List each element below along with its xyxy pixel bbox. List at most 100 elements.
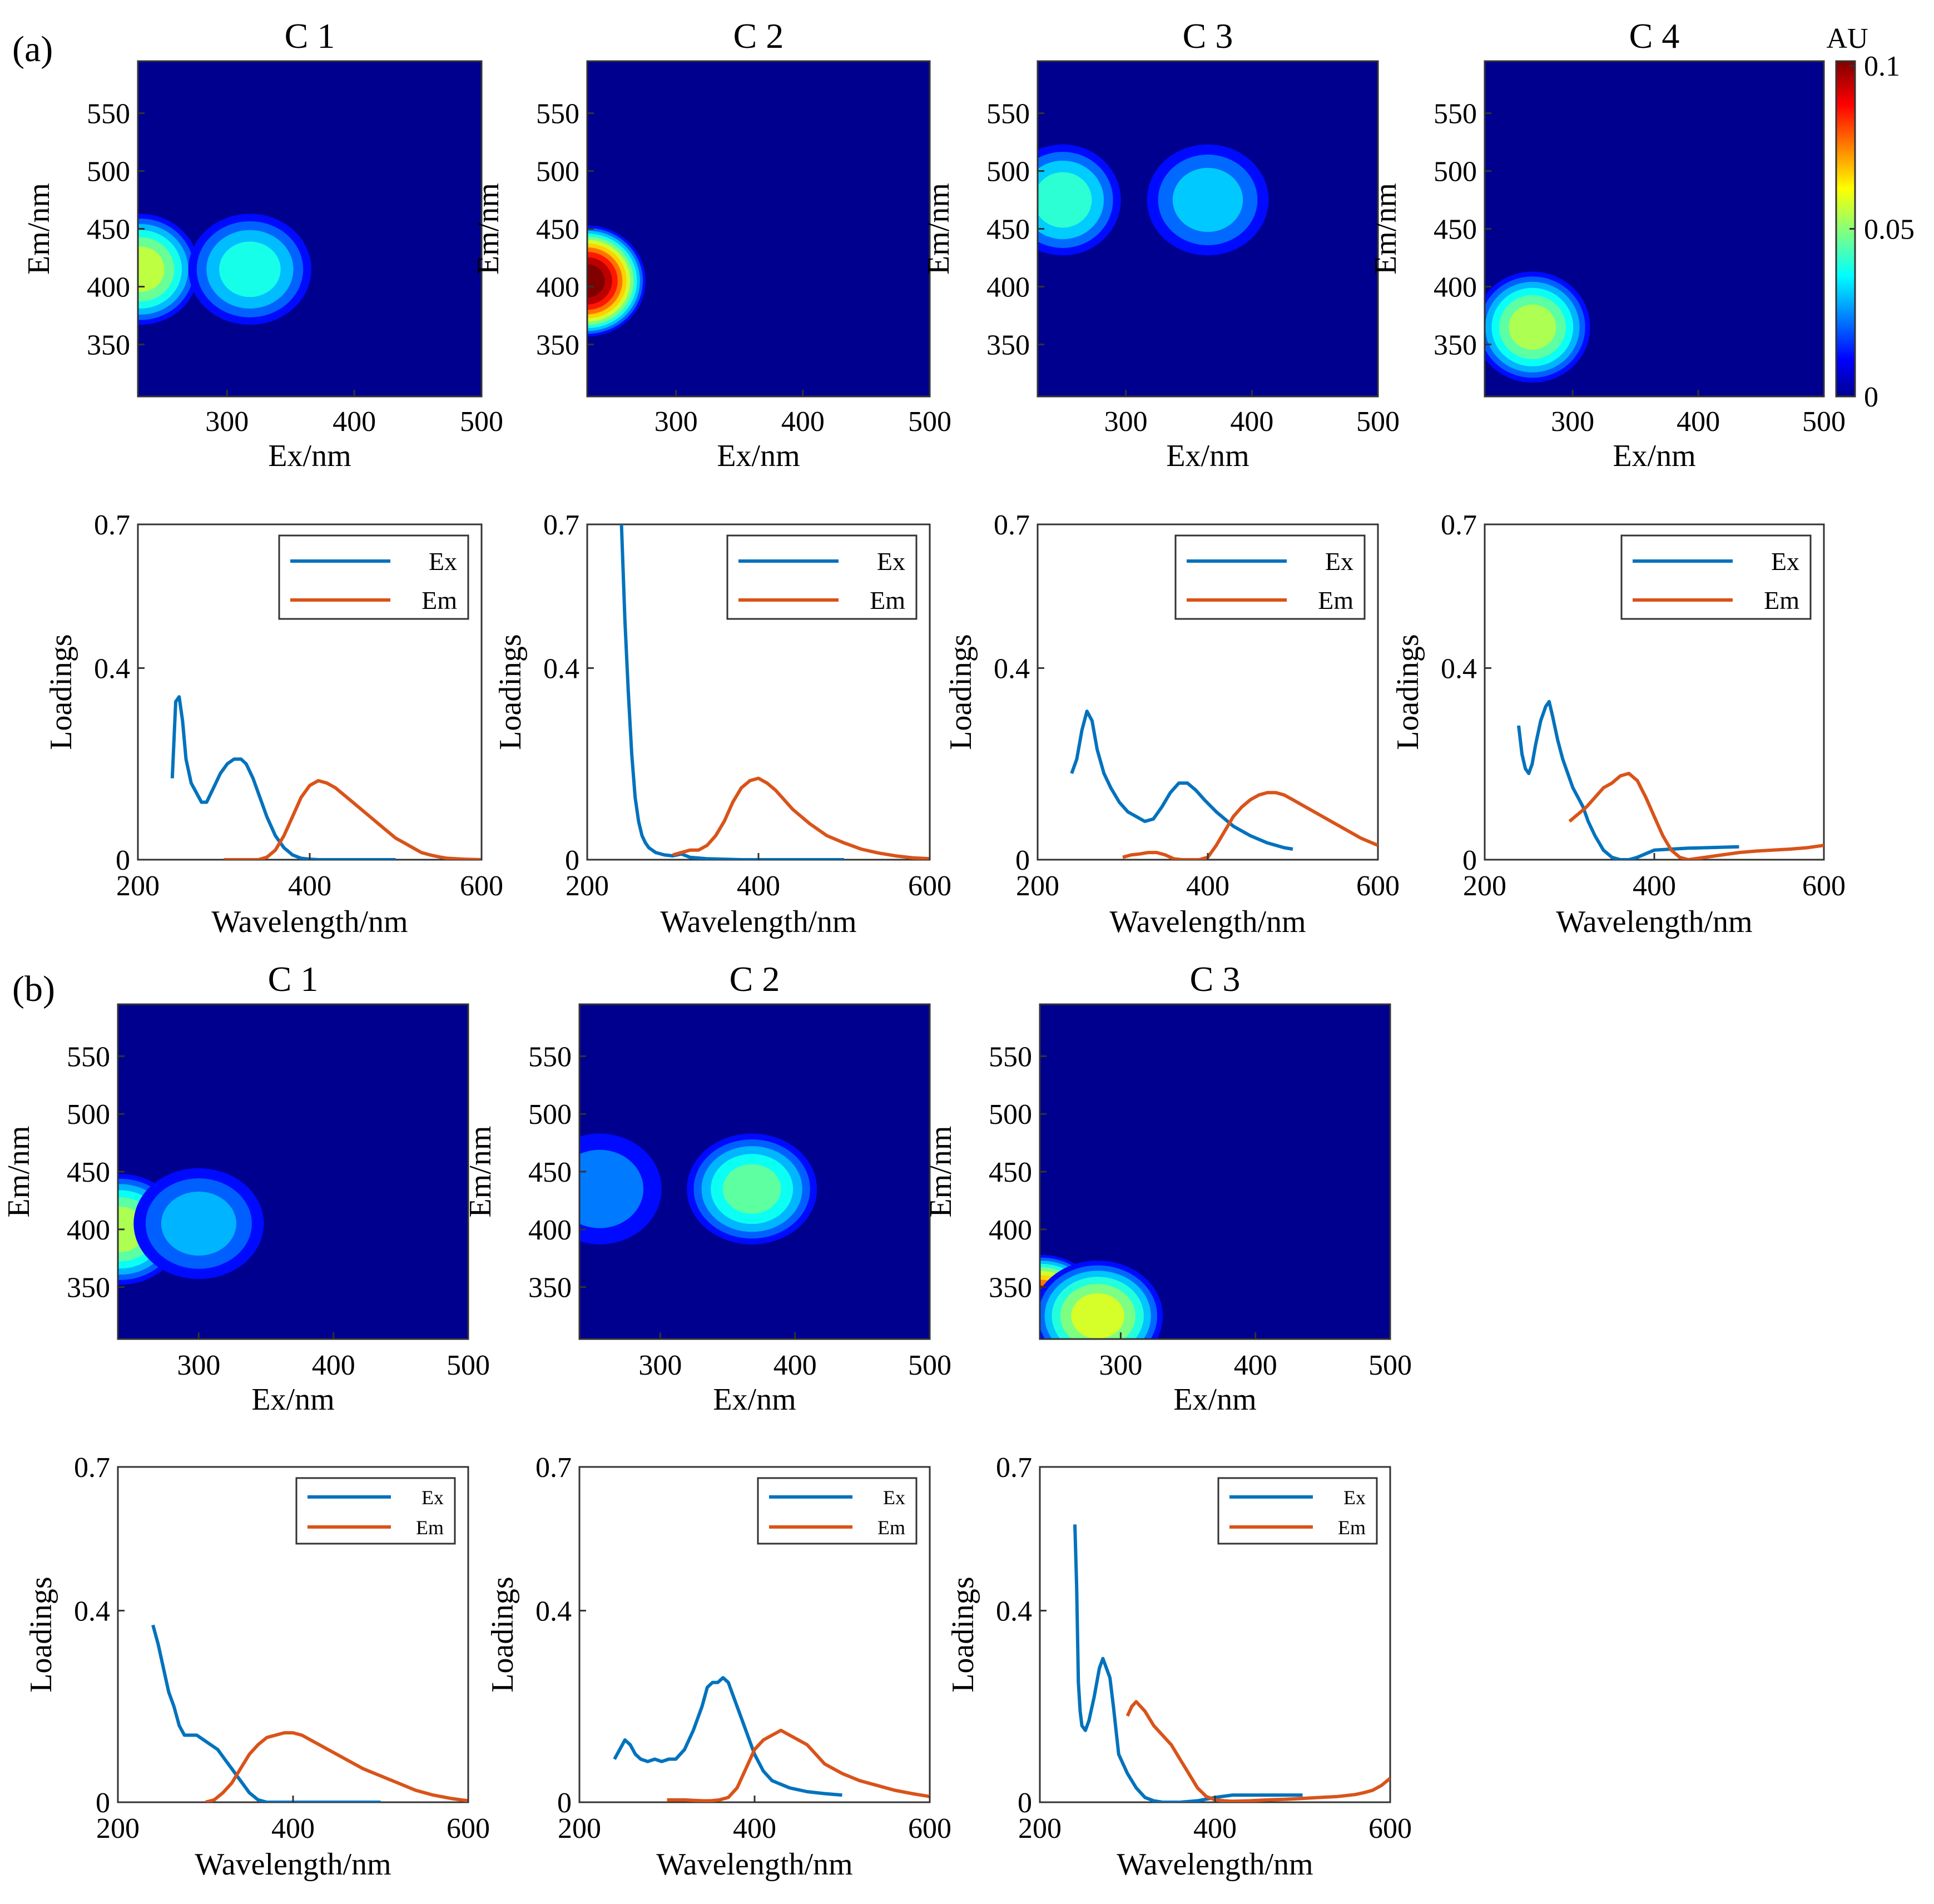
- series-line-em: [672, 776, 930, 860]
- y-tick-label: 350: [1434, 329, 1477, 361]
- x-tick-label: 500: [1368, 1350, 1412, 1381]
- y-tick-label: 550: [528, 1041, 572, 1073]
- y-tick-label: 450: [1434, 214, 1477, 246]
- y-axis-label: Loadings: [44, 634, 78, 750]
- x-tick-label: 500: [460, 406, 503, 438]
- x-tick-label: 400: [737, 870, 780, 902]
- y-tick-label: 0.7: [543, 509, 579, 541]
- x-axis-label: Wavelength/nm: [1117, 1847, 1313, 1882]
- chart-title: C 3: [1190, 959, 1241, 999]
- legend: Ex Em: [1174, 534, 1366, 620]
- y-axis-label: Em/nm: [471, 183, 505, 275]
- y-tick-label: 0.7: [996, 1452, 1032, 1484]
- x-tick-label: 600: [1356, 870, 1400, 902]
- chart-title: C 2: [730, 959, 780, 999]
- legend: Ex Em: [295, 1477, 456, 1545]
- series-line-ex: [1070, 710, 1293, 851]
- contour-level: [1071, 1293, 1124, 1339]
- x-tick-label: 300: [654, 406, 698, 438]
- legend-label-ex: Ex: [1325, 547, 1353, 576]
- x-tick-label: 300: [177, 1350, 220, 1381]
- x-tick-label: 400: [271, 1813, 315, 1844]
- legend-box: [1174, 534, 1366, 620]
- contour-level: [161, 1191, 236, 1256]
- chart-title: C 4: [1629, 16, 1680, 56]
- y-axis-label: Loadings: [944, 634, 978, 750]
- x-tick-label: 200: [116, 870, 160, 902]
- x-tick-label: 400: [1677, 406, 1720, 438]
- legend-label-ex: Ex: [1343, 1486, 1366, 1509]
- x-tick-label: 400: [1633, 870, 1676, 902]
- x-tick-label: 400: [1186, 870, 1229, 902]
- heatmap-background: [587, 61, 930, 396]
- y-tick-label: 0.4: [996, 1595, 1032, 1627]
- legend-label-em: Em: [870, 586, 905, 614]
- x-tick-label: 500: [1802, 406, 1846, 438]
- b-c1-map-plot: C 1 350 400 450 500 550 300 400 500 Ex/nm Em/nm: [2, 959, 490, 1417]
- x-axis-label: Ex/nm: [713, 1382, 796, 1417]
- legend: Ex Em: [1217, 1477, 1378, 1545]
- y-axis-label: Em/nm: [2, 1126, 36, 1218]
- y-tick-label: 0.4: [1441, 653, 1477, 685]
- colorbar-tick-label: 0: [1864, 381, 1878, 413]
- panel-label: (a): [12, 29, 53, 70]
- y-axis-label: Loadings: [1391, 634, 1425, 750]
- y-tick-label: 400: [528, 1214, 572, 1246]
- legend-label-em: Em: [1764, 586, 1799, 614]
- series-line-em: [205, 1731, 468, 1802]
- y-tick-label: 0: [1015, 845, 1030, 876]
- y-tick-label: 450: [536, 214, 579, 246]
- y-tick-label: 400: [989, 1214, 1032, 1246]
- x-tick-label: 600: [1802, 870, 1846, 902]
- x-axis-label: Ex/nm: [1613, 439, 1695, 473]
- x-tick-label: 400: [781, 406, 825, 438]
- contour-level: [219, 241, 281, 298]
- contour-level: [1509, 304, 1556, 350]
- chart-title: C 1: [268, 959, 319, 999]
- series-line-em: [1568, 771, 1824, 860]
- legend-label-em: Em: [416, 1516, 444, 1539]
- y-tick-label: 550: [536, 98, 579, 130]
- y-tick-label: 500: [87, 156, 130, 188]
- series-line-ex: [613, 1676, 842, 1797]
- y-axis-label: Loadings: [493, 634, 528, 750]
- y-tick-label: 0.7: [1441, 509, 1477, 541]
- y-tick-label: 450: [528, 1157, 572, 1188]
- b-c3-map-plot: C 3 350 400 450 500 550 300 400 500 Ex/nm Em/nm: [924, 959, 1412, 1417]
- y-tick-label: 550: [1434, 98, 1477, 130]
- series-line-ex: [170, 695, 396, 860]
- y-tick-label: 550: [989, 1041, 1032, 1073]
- y-tick-label: 500: [528, 1099, 572, 1130]
- series-line-em: [667, 1728, 930, 1802]
- x-tick-label: 500: [447, 1350, 490, 1381]
- colorbar-tick-label: 0.1: [1864, 51, 1900, 82]
- x-tick-label: 500: [908, 1350, 951, 1381]
- y-axis-label: Em/nm: [921, 183, 956, 275]
- x-tick-label: 200: [558, 1813, 601, 1844]
- contour-level: [138, 246, 165, 292]
- legend-label-ex: Ex: [429, 547, 457, 576]
- colorbar-unit: AU: [1826, 23, 1868, 54]
- y-tick-label: 400: [67, 1214, 110, 1246]
- a-c3-map-plot: C 3 350 400 450 500 550 300 400 500 Ex/nm Em/nm: [921, 16, 1400, 473]
- y-tick-label: 500: [1434, 156, 1477, 188]
- x-axis-label: Ex/nm: [268, 439, 351, 473]
- series-line-ex: [1517, 700, 1739, 860]
- contour-level: [1038, 172, 1092, 228]
- chart-title: C 2: [733, 16, 784, 56]
- series-line-ex: [151, 1624, 381, 1802]
- x-tick-label: 500: [908, 406, 951, 438]
- a-c1-map-plot: C 1 350 400 450 500 550 300 400 500 Ex/nm Em/nm: [22, 16, 503, 473]
- x-axis-label: Ex/nm: [251, 1382, 334, 1417]
- y-tick-label: 0: [557, 1787, 572, 1819]
- y-tick-label: 450: [67, 1157, 110, 1188]
- y-axis-label: Loadings: [24, 1576, 58, 1692]
- x-tick-label: 400: [333, 406, 376, 438]
- legend-label-em: Em: [421, 586, 457, 614]
- x-tick-label: 300: [638, 1350, 682, 1381]
